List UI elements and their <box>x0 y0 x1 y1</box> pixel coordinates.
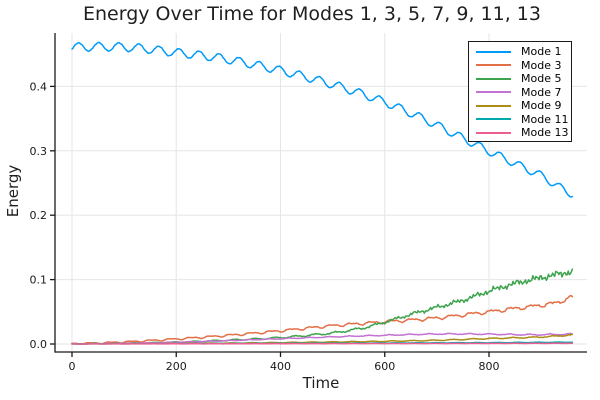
series-mode-5 <box>71 268 574 345</box>
legend-line-icon <box>476 77 511 80</box>
legend-line-icon <box>476 104 511 107</box>
legend-label: Mode 7 <box>521 85 562 99</box>
x-tick-label: 200 <box>166 360 187 373</box>
legend-item-mode-13: Mode 13 <box>469 126 571 140</box>
y-axis-label: Energy <box>4 164 22 218</box>
series-mode-1 <box>71 41 574 198</box>
legend-label: Mode 11 <box>521 112 569 126</box>
legend-line-icon <box>476 131 511 134</box>
legend-item-mode-7: Mode 7 <box>469 86 571 100</box>
legend-item-mode-11: Mode 11 <box>469 113 571 127</box>
legend-line-icon <box>476 118 511 121</box>
legend-item-mode-3: Mode 3 <box>469 59 571 73</box>
x-tick-label: 800 <box>479 360 500 373</box>
y-tick-label: 0.3 <box>30 145 48 158</box>
legend-label: Mode 1 <box>521 45 562 59</box>
legend-item-mode-9: Mode 9 <box>469 99 571 113</box>
legend: Mode 1 Mode 3 Mode 5 Mode 7 Mode 9 Mode 11 Mod… <box>468 41 572 142</box>
series-mode-3 <box>71 294 574 345</box>
chart-title: Energy Over Time for Modes 1, 3, 5, 7, 9… <box>83 3 541 25</box>
x-axis-label: Time <box>302 374 340 392</box>
legend-label: Mode 3 <box>521 58 562 72</box>
series-mode-13 <box>71 342 574 345</box>
y-tick-label: 0.4 <box>30 80 48 93</box>
legend-line-icon <box>476 64 511 67</box>
legend-label: Mode 9 <box>521 99 562 113</box>
y-tick-label: 0.0 <box>30 338 48 351</box>
x-tick-label: 400 <box>270 360 291 373</box>
y-tick-label: 0.2 <box>30 209 48 222</box>
legend-item-mode-1: Mode 1 <box>469 45 571 59</box>
legend-label: Mode 5 <box>521 72 562 86</box>
y-tick-label: 0.1 <box>30 274 48 287</box>
x-tick-label: 0 <box>68 360 75 373</box>
legend-item-mode-5: Mode 5 <box>469 72 571 86</box>
x-tick-label: 600 <box>374 360 395 373</box>
legend-line-icon <box>476 91 511 94</box>
legend-line-icon <box>476 50 511 53</box>
legend-label: Mode 13 <box>521 126 569 140</box>
